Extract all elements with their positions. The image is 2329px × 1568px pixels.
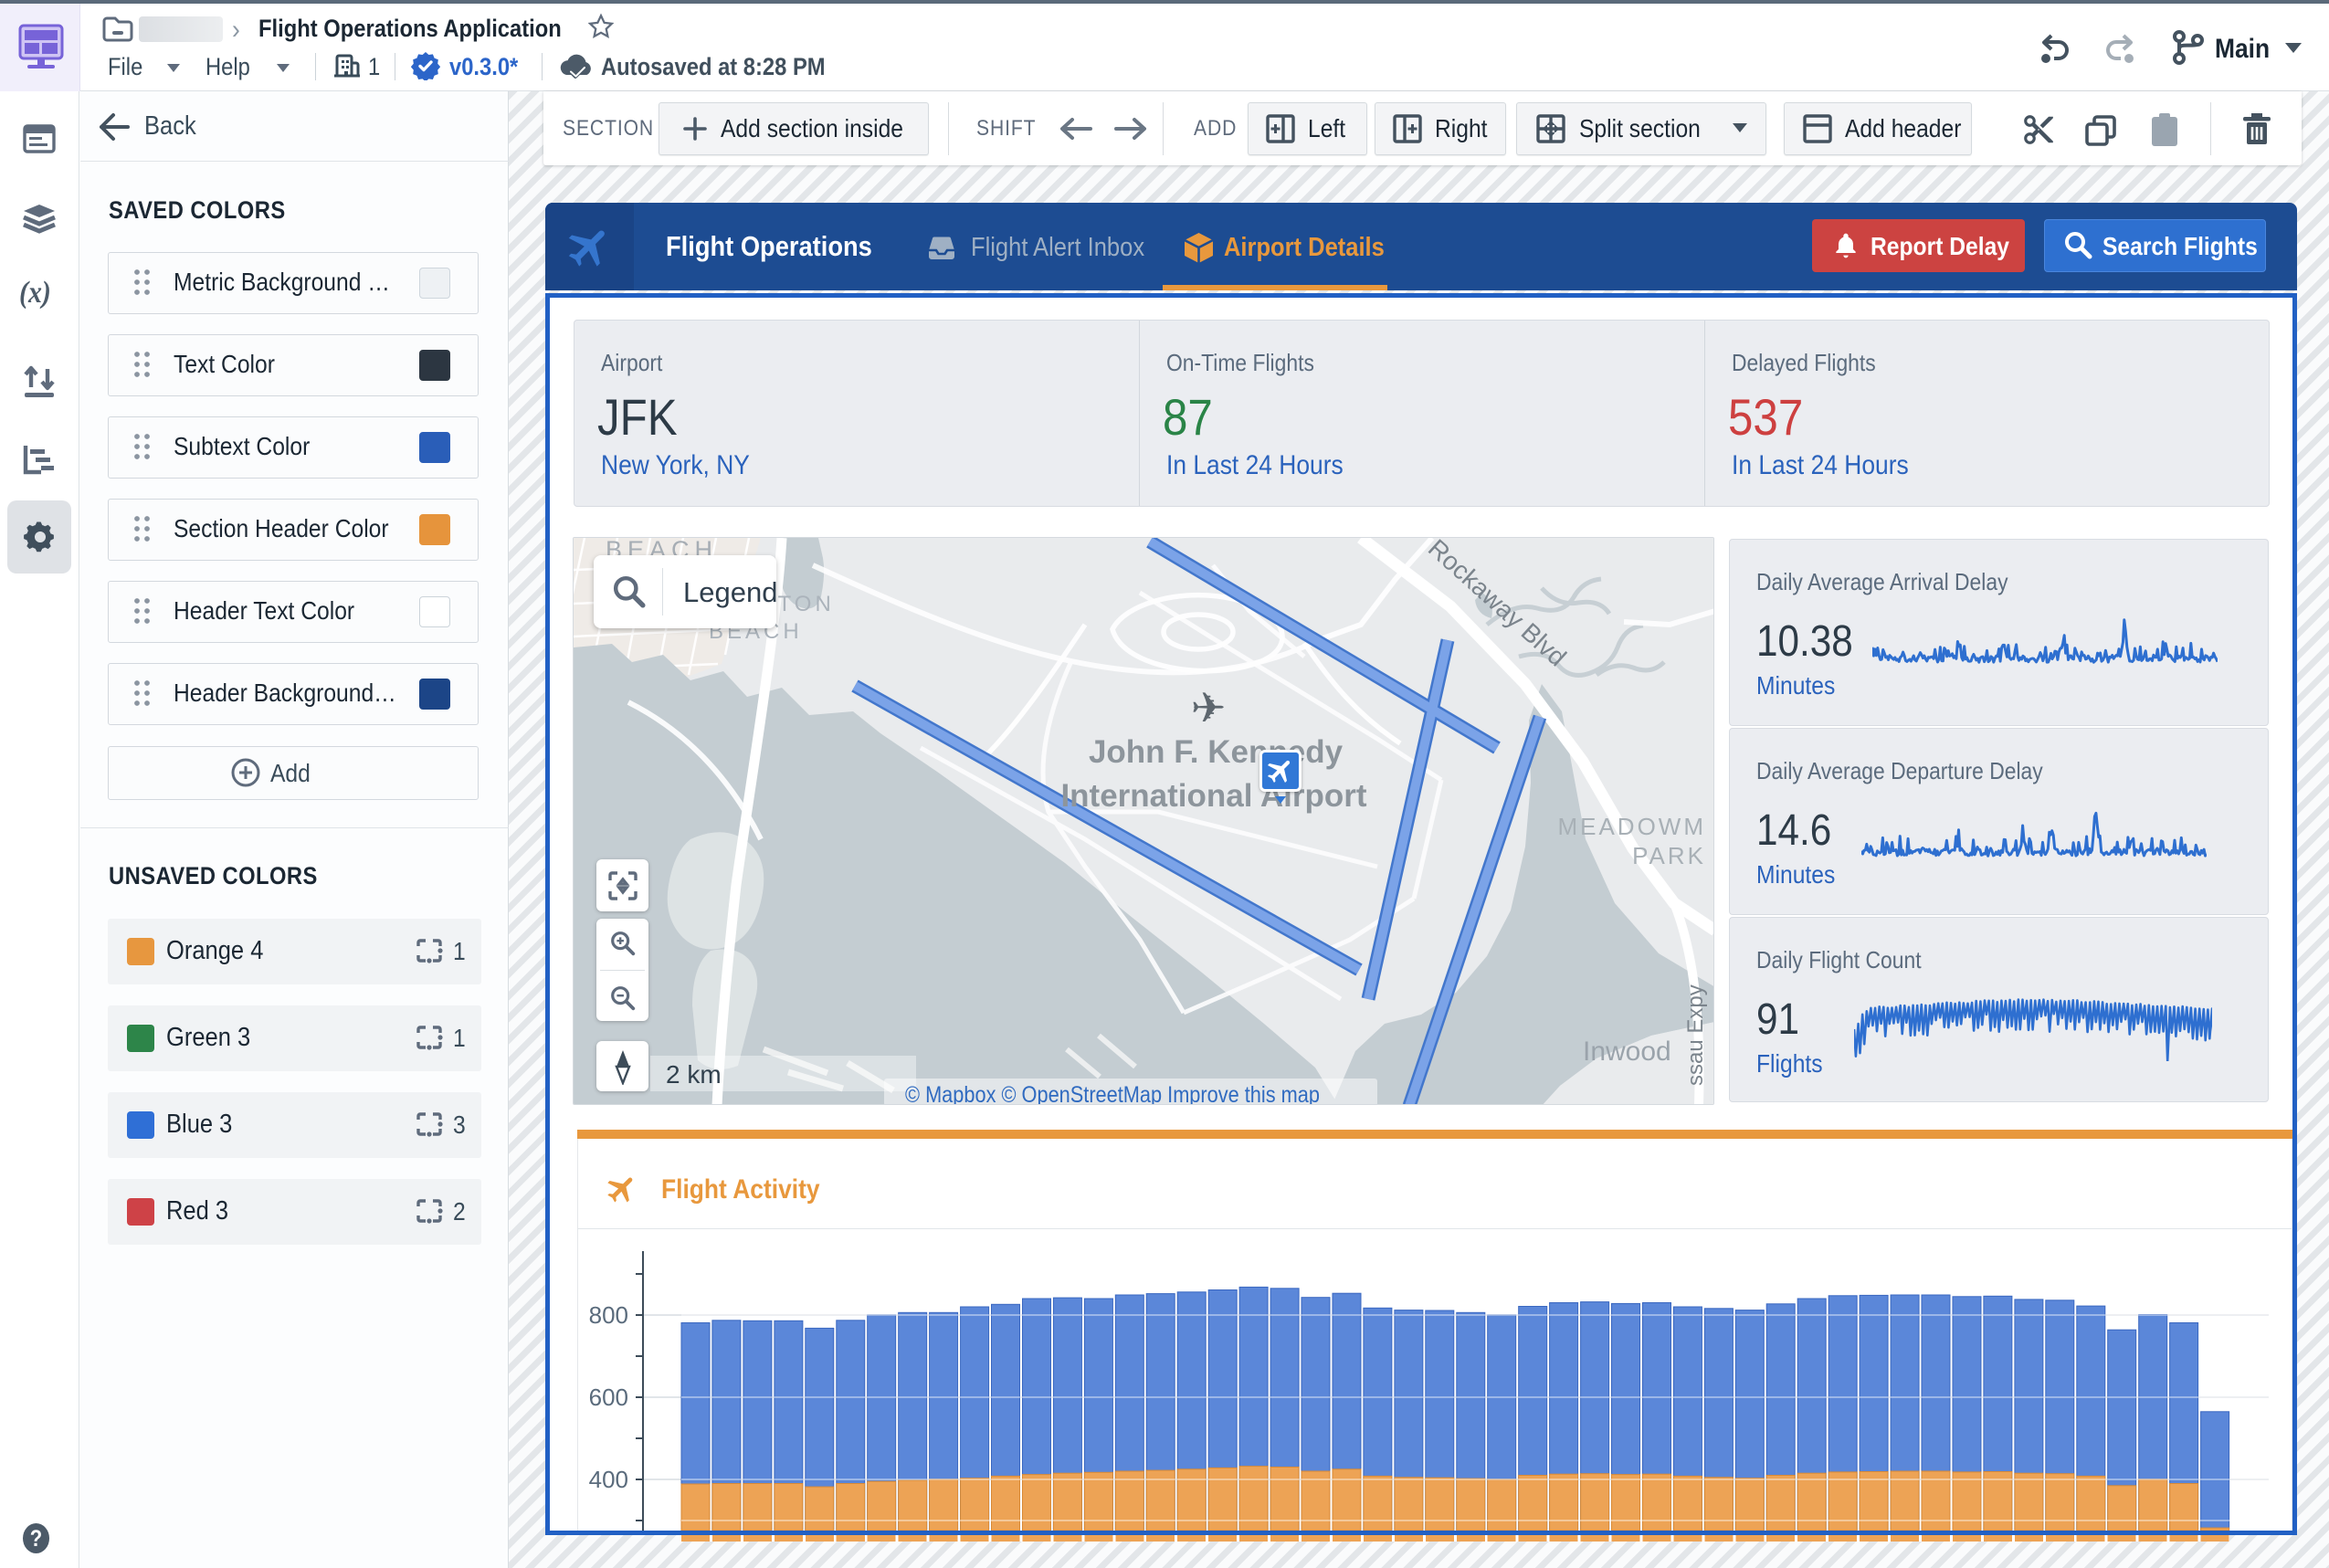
svg-text:400: 400 — [589, 1466, 628, 1493]
svg-text:✈: ✈ — [1191, 684, 1227, 731]
svg-text:International Airport: International Airport — [1060, 778, 1366, 814]
svg-text:PARK: PARK — [1632, 842, 1706, 869]
svg-text:800: 800 — [589, 1301, 628, 1329]
svg-text:MEADOWM: MEADOWM — [1557, 813, 1706, 840]
svg-text:ssau Expy: ssau Expy — [1683, 984, 1708, 1086]
svg-text:Inwood: Inwood — [1583, 1037, 1671, 1067]
svg-text:600: 600 — [589, 1384, 628, 1411]
svg-text:John F. Kennedy: John F. Kennedy — [1089, 734, 1344, 770]
